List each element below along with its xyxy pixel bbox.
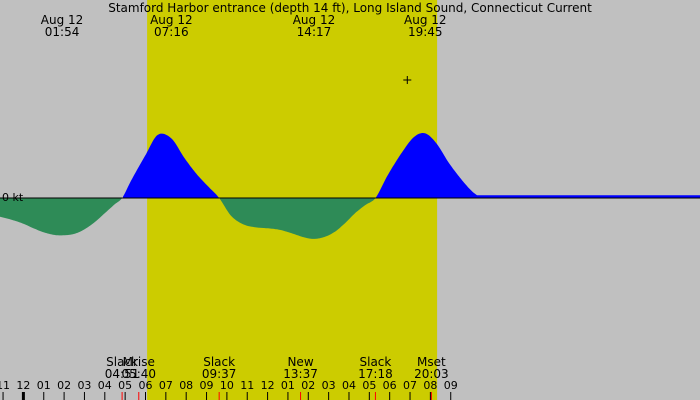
hour-tick-label: 07 — [403, 379, 417, 392]
hour-tick-label: 08 — [423, 379, 437, 392]
hour-tick-label: 12 — [261, 379, 275, 392]
peak-time-label: 07:16 — [154, 25, 189, 39]
hour-tick-label: 07 — [159, 379, 173, 392]
hour-tick-label: 11 — [0, 379, 10, 392]
hour-tick-label: 03 — [322, 379, 336, 392]
event-name-label: Slack — [360, 355, 392, 369]
event-name-label: New — [287, 355, 313, 369]
flood-area — [376, 133, 700, 198]
event-time-label: 09:37 — [202, 367, 237, 381]
hour-tick-label: 05 — [362, 379, 376, 392]
event-time-label: 20:03 — [414, 367, 449, 381]
peak-time-label: 01:54 — [45, 25, 80, 39]
chart-title: Stamford Harbor entrance (depth 14 ft), … — [108, 1, 592, 15]
flood-area — [123, 133, 219, 198]
hour-tick-label: 12 — [16, 379, 30, 392]
event-labels: Slack04:51Mrise05:40Slack09:37New13:37Sl… — [105, 355, 449, 400]
zero-kt-label: 0 kt — [2, 191, 24, 204]
event-name-label: Slack — [106, 355, 138, 369]
hour-tick-label: 09 — [200, 379, 214, 392]
hour-tick-label: 01 — [281, 379, 295, 392]
event-name-label: Mrise — [123, 355, 155, 369]
hour-tick-label: 06 — [383, 379, 397, 392]
hour-tick-label: 01 — [37, 379, 51, 392]
event-time-label: 17:18 — [358, 367, 393, 381]
hour-tick-label: 04 — [98, 379, 112, 392]
event-name-label: Mset — [417, 355, 446, 369]
event-name-label: Slack — [203, 355, 235, 369]
hour-tick-label: 05 — [118, 379, 132, 392]
current-curve — [0, 133, 700, 239]
x-axis: 11 12 01 02 03 04 05 06 07 08 09 10 11 12 01 02 03 04 05 06… — [0, 379, 458, 400]
peak-date-label: Aug 12 — [150, 13, 193, 27]
event-time-label: 04:51 — [105, 367, 140, 381]
hour-tick-label: 06 — [138, 379, 152, 392]
event-time-label: 05:40 — [121, 367, 156, 381]
peak-date-label: Aug 12 — [41, 13, 84, 27]
ebb-area — [220, 198, 375, 239]
event-time-label: 13:37 — [283, 367, 318, 381]
ebb-area — [0, 198, 122, 236]
peak-date-label: Aug 12 — [404, 13, 447, 27]
hour-tick-label: 03 — [77, 379, 91, 392]
hour-tick-label: 04 — [342, 379, 356, 392]
hour-tick-label: 09 — [444, 379, 458, 392]
hour-tick-label: 08 — [179, 379, 193, 392]
peak-time-label: 19:45 — [408, 25, 443, 39]
hour-tick-label: 10 — [220, 379, 234, 392]
max-flood-marker — [403, 76, 412, 84]
peak-time-label: 14:17 — [297, 25, 332, 39]
hour-tick-label: 11 — [240, 379, 254, 392]
peak-date-label: Aug 12 — [293, 13, 336, 27]
hour-tick-label: 02 — [301, 379, 315, 392]
hour-tick-label: 02 — [57, 379, 71, 392]
